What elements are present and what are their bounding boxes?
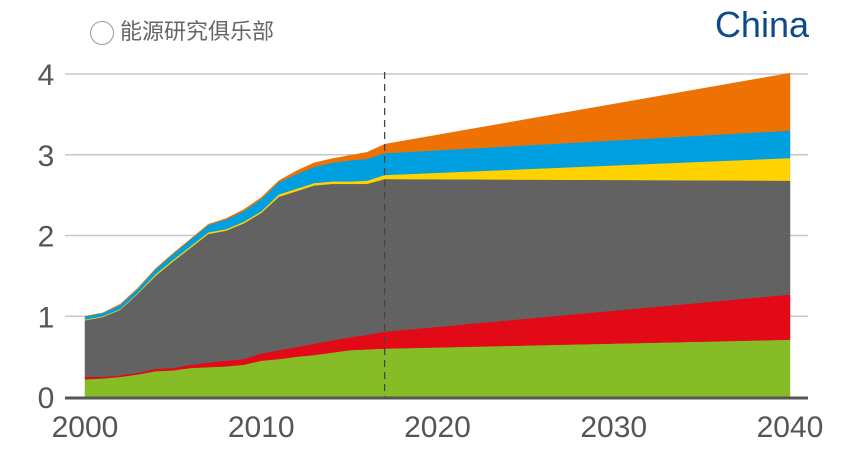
watermark-text: 能源研究俱乐部 bbox=[120, 20, 275, 45]
y-tick-label: 2 bbox=[38, 221, 55, 254]
y-tick-label: 4 bbox=[38, 59, 55, 92]
area-series-6 bbox=[84, 72, 791, 317]
watermark: 能源研究俱乐部 bbox=[90, 14, 274, 46]
x-tick-label: 2040 bbox=[757, 411, 824, 444]
x-tick-label: 2010 bbox=[228, 411, 295, 444]
x-tick-label: 2030 bbox=[580, 411, 647, 444]
y-tick-label: 1 bbox=[38, 301, 55, 334]
x-tick-label: 2000 bbox=[52, 411, 119, 444]
x-tick-label: 2020 bbox=[404, 411, 471, 444]
y-tick-label: 0 bbox=[38, 382, 55, 415]
chart-title: China bbox=[714, 4, 809, 45]
y-tick-label: 3 bbox=[38, 140, 55, 173]
wechat-icon bbox=[90, 21, 114, 45]
